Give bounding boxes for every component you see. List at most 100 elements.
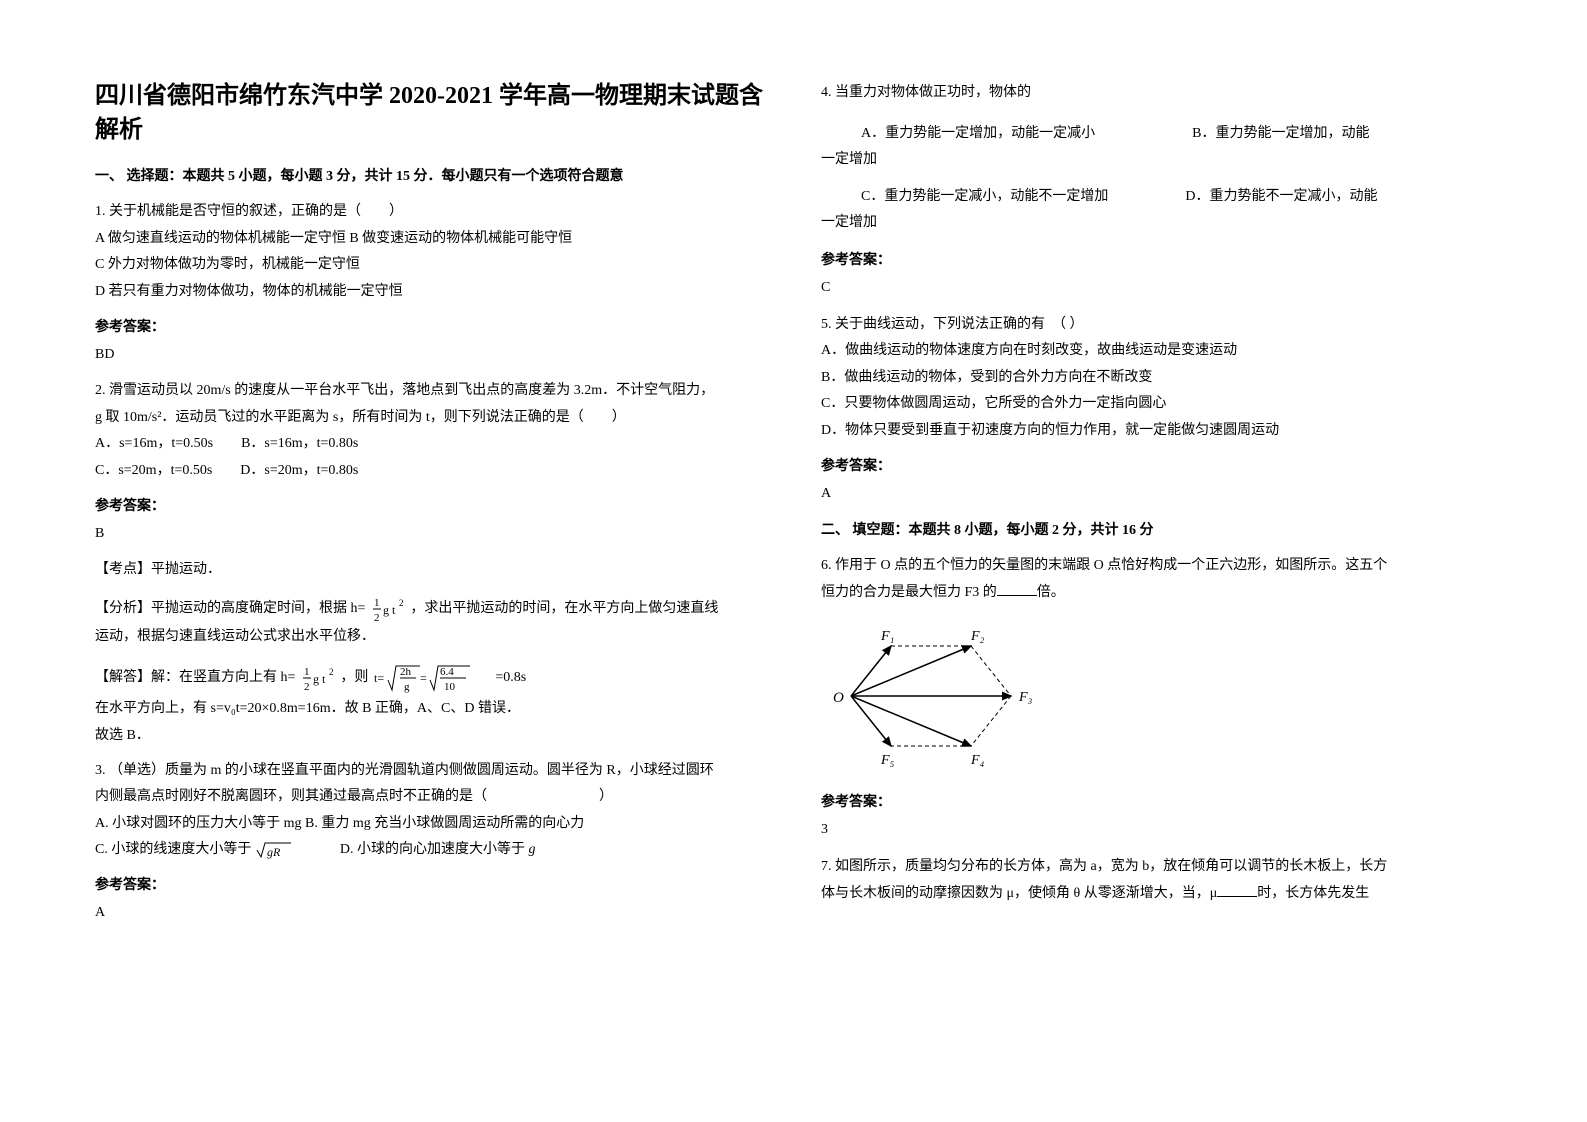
q3-ans-label: 参考答案： [95, 874, 771, 894]
q2-fenxi3: 运动，根据匀速直线运动公式求出水平位移． [95, 624, 771, 651]
q5-d: D．物体只要受到垂直于初速度方向的恒力作用，就一定能做匀速圆周运动 [821, 418, 1497, 445]
question-5: 5. 关于曲线运动，下列说法正确的有 （ ） A．做曲线运动的物体速度方向在时刻… [821, 312, 1497, 445]
q3-ans: A [95, 900, 771, 927]
q6-ans-label: 参考答案： [821, 791, 1497, 811]
formula-half-gt2-b: 1 2 g t 2 [299, 663, 337, 693]
svg-text:2: 2 [374, 612, 380, 624]
hex-label-F4: F₄ [970, 753, 985, 768]
q3-stem2: 内侧最高点时刚好不脱离圆环，则其通过最高点时不正确的是（ ） [95, 784, 771, 811]
q2-kaodian: 【考点】平抛运动． [95, 557, 771, 584]
question-3: 3. （单选）质量为 m 的小球在竖直平面内的光滑圆轨道内侧做圆周运动。圆半径为… [95, 758, 771, 864]
q1-opt-ab: A 做匀速直线运动的物体机械能一定守恒 B 做变速运动的物体机械能可能守恒 [95, 226, 771, 253]
q4-ans-label: 参考答案： [821, 249, 1497, 269]
q7-stem3: 时，长方体先发生 [1257, 886, 1369, 901]
q4-b: B．重力势能一定增加，动能 [1192, 126, 1369, 141]
formula-t-sqrt: t= 2h g = 6.4 10 [372, 660, 492, 696]
svg-text:t=: t= [374, 671, 384, 685]
q1-ans-label: 参考答案： [95, 316, 771, 336]
hexagon-svg: F₁ F₂ F₃ F₄ F₅ O [821, 616, 1041, 776]
q5-b: B．做曲线运动的物体，受到的合外力方向在不断改变 [821, 365, 1497, 392]
q3-opt-cd: C. 小球的线速度大小等于 gR D. 小球的向心加速度大小等于 g [95, 837, 771, 864]
q3-c-text: C. 小球的线速度大小等于 [95, 842, 251, 857]
q7-blank [1217, 883, 1257, 897]
q2-opt-ab: A．s=16m，t=0.50s B．s=16m，t=0.80s [95, 431, 771, 458]
hex-label-O: O [833, 690, 844, 706]
q5-stem: 5. 关于曲线运动，下列说法正确的有 （ ） [821, 312, 1497, 339]
question-2: 2. 滑雪运动员以 20m/s 的速度从一平台水平飞出，落地点到飞出点的高度差为… [95, 378, 771, 484]
q4-a: A．重力势能一定增加，动能一定减小 [861, 126, 1095, 141]
q4-d2: 一定增加 [821, 210, 1497, 237]
q4-stem: 4. 当重力对物体做正功时，物体的 [821, 80, 1497, 107]
doc-title: 四川省德阳市绵竹东汽中学 2020-2021 学年高一物理期末试题含解析 [95, 80, 771, 147]
svg-text:2: 2 [399, 598, 404, 608]
q2-jieda-text3: =0.8s [495, 671, 526, 686]
svg-text:10: 10 [444, 681, 456, 693]
q5-a: A．做曲线运动的物体速度方向在时刻改变，故曲线运动是变速运动 [821, 338, 1497, 365]
right-column: 4. 当重力对物体做正功时，物体的 A．重力势能一定增加，动能一定减小 B．重力… [821, 80, 1497, 1082]
q2-fenxi: 【分析】平抛运动的高度确定时间，根据 h= 1 2 g t 2 ，求出平抛运动的… [95, 594, 771, 624]
hex-label-F1: F₁ [880, 629, 894, 644]
left-column: 四川省德阳市绵竹东汽中学 2020-2021 学年高一物理期末试题含解析 一、 … [95, 80, 771, 1082]
q1-opt-c: C 外力对物体做功为零时，机械能一定守恒 [95, 252, 771, 279]
q6-ans: 3 [821, 817, 1497, 844]
q3-d-text: D. 小球的向心加速度大小等于 [340, 842, 525, 857]
q5-ans-label: 参考答案： [821, 455, 1497, 475]
q2-ans-letter: B [95, 521, 771, 548]
svg-text:g t: g t [383, 603, 396, 617]
q5-c: C．只要物体做圆周运动，它所受的合外力一定指向圆心 [821, 391, 1497, 418]
q7-stem2: 体与长木板间的动摩擦因数为 μ，使倾角 θ 从零逐渐增大，当，μ [821, 886, 1217, 901]
q2-stem1: 2. 滑雪运动员以 20m/s 的速度从一平台水平飞出，落地点到飞出点的高度差为… [95, 378, 771, 405]
q5-ans: A [821, 481, 1497, 508]
q6-stem2: 恒力的合力是最大恒力 F3 的 [821, 585, 997, 600]
q4-row2: C．重力势能一定减小，动能不一定增加 D．重力势能不一定减小，动能 [821, 184, 1497, 211]
q2-fenxi-text1: 【分析】平抛运动的高度确定时间，根据 h= [95, 601, 365, 616]
q2-jieda: 【解答】解：在竖直方向上有 h= 1 2 g t 2 ，则 t= 2h g = … [95, 660, 771, 696]
question-6: 6. 作用于 O 点的五个恒力的矢量图的末端跟 O 点恰好构成一个正六边形，如图… [821, 553, 1497, 606]
hex-label-F5: F₅ [880, 753, 895, 768]
q2-jieda-line2: 在水平方向上，有 s=v₀t=20×0.8m=16m．故 B 正确，A、C、D … [95, 696, 771, 723]
q2-jieda-line3: 故选 B． [95, 723, 771, 750]
hex-label-F2: F₂ [970, 629, 985, 644]
q2-fenxi-text2: ，求出平抛运动的时间，在水平方向上做匀速直线 [410, 601, 718, 616]
q2-jieda-text2: ，则 [340, 671, 368, 686]
section2-heading: 二、 填空题：本题共 8 小题，每小题 2 分，共计 16 分 [821, 519, 1497, 539]
question-4: 4. 当重力对物体做正功时，物体的 A．重力势能一定增加，动能一定减小 B．重力… [821, 80, 1497, 237]
q4-ans: C [821, 275, 1497, 302]
svg-text:2: 2 [329, 667, 334, 677]
q6-stem1: 6. 作用于 O 点的五个恒力的矢量图的末端跟 O 点恰好构成一个正六边形，如图… [821, 553, 1497, 580]
svg-text:6.4: 6.4 [440, 666, 454, 678]
q1-ans: BD [95, 342, 771, 369]
q3-stem1: 3. （单选）质量为 m 的小球在竖直平面内的光滑圆轨道内侧做圆周运动。圆半径为… [95, 758, 771, 785]
hex-label-F3: F₃ [1018, 690, 1033, 705]
svg-text:2: 2 [304, 681, 310, 693]
question-7: 7. 如图所示，质量均匀分布的长方体，高为 a，宽为 b，放在倾角可以调节的长木… [821, 854, 1497, 907]
svg-text:2h: 2h [400, 666, 412, 678]
hexagon-diagram: F₁ F₂ F₃ F₄ F₅ O [821, 616, 1497, 781]
q2-ans-label: 参考答案： [95, 495, 771, 515]
svg-text:1: 1 [374, 597, 380, 609]
svg-text:gR: gR [267, 845, 281, 859]
section1-heading: 一、 选择题：本题共 5 小题，每小题 3 分，共计 15 分．每小题只有一个选… [95, 165, 771, 185]
q6-blank [997, 582, 1037, 596]
q4-b2: 一定增加 [821, 147, 1497, 174]
formula-half-gt2-a: 1 2 g t 2 [369, 594, 407, 624]
svg-text:1: 1 [304, 666, 310, 678]
formula-sqrt-gR: gR [255, 840, 293, 860]
q7-stem1: 7. 如图所示，质量均匀分布的长方体，高为 a，宽为 b，放在倾角可以调节的长木… [821, 854, 1497, 881]
q1-opt-d: D 若只有重力对物体做功，物体的机械能一定守恒 [95, 279, 771, 306]
q4-d: D．重力势能不一定减小，动能 [1185, 189, 1377, 204]
svg-text:g: g [404, 681, 410, 693]
q2-jieda-text1: 【解答】解：在竖直方向上有 h= [95, 671, 295, 686]
q4-c: C．重力势能一定减小，动能不一定增加 [861, 189, 1108, 204]
q4-row1: A．重力势能一定增加，动能一定减小 B．重力势能一定增加，动能 [821, 121, 1497, 148]
q3-g-symbol: g [528, 842, 535, 857]
q2-stem2: g 取 10m/s²．运动员飞过的水平距离为 s，所有时间为 t，则下列说法正确… [95, 405, 771, 432]
question-1: 1. 关于机械能是否守恒的叙述，正确的是（ ） A 做匀速直线运动的物体机械能一… [95, 199, 771, 305]
q3-opt-ab: A. 小球对圆环的压力大小等于 mg B. 重力 mg 充当小球做圆周运动所需的… [95, 811, 771, 838]
q6-stem3: 倍。 [1037, 585, 1065, 600]
svg-text:=: = [420, 671, 427, 685]
svg-text:g t: g t [313, 672, 326, 686]
q7-stem-line2: 体与长木板间的动摩擦因数为 μ，使倾角 θ 从零逐渐增大，当，μ 时，长方体先发生 [821, 881, 1497, 908]
q6-stem-line2: 恒力的合力是最大恒力 F3 的 倍。 [821, 580, 1497, 607]
q1-stem: 1. 关于机械能是否守恒的叙述，正确的是（ ） [95, 199, 771, 226]
